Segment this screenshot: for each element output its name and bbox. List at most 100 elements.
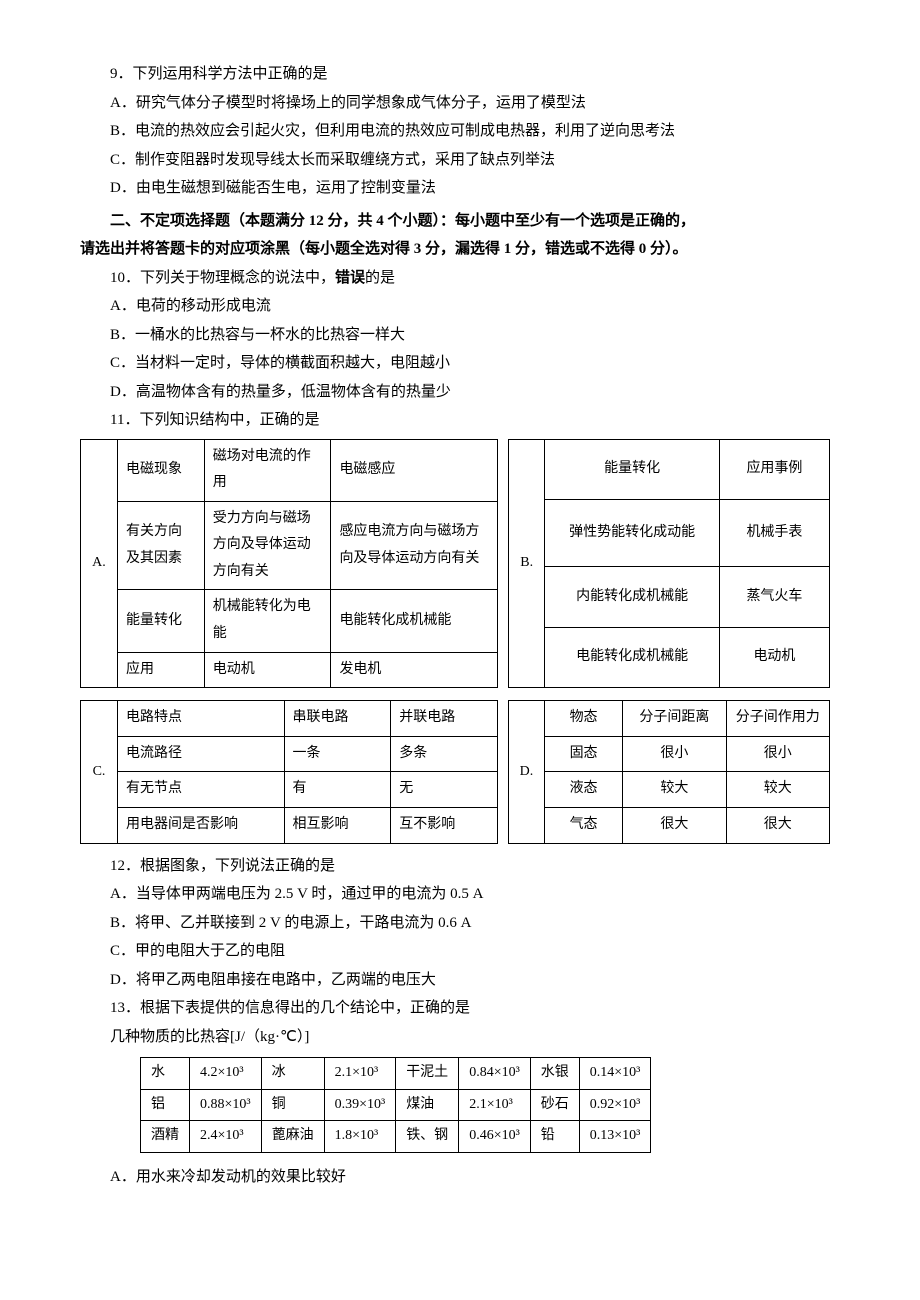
q13-r0c5: 0.84×10³ bbox=[459, 1058, 531, 1090]
q11-c-r1c3: 多条 bbox=[391, 736, 498, 772]
q11-c-r2c2: 有 bbox=[284, 772, 391, 808]
table-row: 水 4.2×10³ 冰 2.1×10³ 干泥土 0.84×10³ 水银 0.14… bbox=[141, 1058, 651, 1090]
q11-c-r2c1: 有无节点 bbox=[117, 772, 284, 808]
q11-c-r1c2: 一条 bbox=[284, 736, 391, 772]
q11-a-r4c2: 电动机 bbox=[204, 652, 331, 688]
q13-stem: 13．根据下表提供的信息得出的几个结论中，正确的是 bbox=[80, 994, 840, 1023]
q9-stem: 9．下列运用科学方法中正确的是 bbox=[80, 60, 840, 89]
q11-b-r3c1: 电能转化成机械能 bbox=[545, 627, 719, 687]
q11-c-h2: 串联电路 bbox=[284, 701, 391, 737]
q12-stem: 12．根据图象，下列说法正确的是 bbox=[80, 852, 840, 881]
q11-stem: 11．下列知识结构中，正确的是 bbox=[80, 406, 840, 435]
q13-r0c0: 水 bbox=[141, 1058, 190, 1090]
q10-stem-b: 的是 bbox=[365, 270, 395, 286]
q11-b-label: B. bbox=[509, 439, 545, 688]
q13-opt-a: A．用水来冷却发动机的效果比较好 bbox=[80, 1163, 840, 1192]
q11-b-r2c1: 内能转化成机械能 bbox=[545, 567, 719, 627]
q11-d-h2: 分子间距离 bbox=[623, 701, 726, 737]
q9-opt-c: C．制作变阻器时发现导线太长而采取缠绕方式，采用了缺点列举法 bbox=[80, 146, 840, 175]
q13-caption: 几种物质的比热容[J/（kg·℃）] bbox=[80, 1023, 840, 1052]
q13-r2c2: 蓖麻油 bbox=[261, 1121, 324, 1153]
q11-d-r2c2: 较大 bbox=[623, 772, 726, 808]
q11-table-a: A. 电磁现象 磁场对电流的作用 电磁感应 有关方向及其因素 受力方向与磁场方向… bbox=[80, 439, 498, 689]
q11-a-r4c3: 发电机 bbox=[331, 652, 498, 688]
q11-c-r1c1: 电流路径 bbox=[117, 736, 284, 772]
q13-r1c7: 0.92×10³ bbox=[579, 1089, 651, 1121]
table-row: 铝 0.88×10³ 铜 0.39×10³ 煤油 2.1×10³ 砂石 0.92… bbox=[141, 1089, 651, 1121]
q11-table-c: C. 电路特点 串联电路 并联电路 电流路径 一条 多条 有无节点 有 无 用电… bbox=[80, 700, 498, 843]
q10-opt-a: A．电荷的移动形成电流 bbox=[80, 292, 840, 321]
q11-a-r3c3: 电能转化成机械能 bbox=[331, 590, 498, 652]
q11-a-r1c1: 电磁现象 bbox=[117, 439, 204, 501]
q11-b-h2: 应用事例 bbox=[719, 439, 829, 499]
q11-d-r1c1: 固态 bbox=[544, 736, 622, 772]
q13-r1c6: 砂石 bbox=[530, 1089, 579, 1121]
q11-d-h3: 分子间作用力 bbox=[726, 701, 829, 737]
q9-opt-d: D．由电生磁想到磁能否生电，运用了控制变量法 bbox=[80, 174, 840, 203]
q10-opt-b: B．一桶水的比热容与一杯水的比热容一样大 bbox=[80, 321, 840, 350]
q13-r2c3: 1.8×10³ bbox=[324, 1121, 396, 1153]
q11-c-label: C. bbox=[81, 701, 118, 843]
q11-b-r1c2: 机械手表 bbox=[719, 499, 829, 567]
q11-d-r1c2: 很小 bbox=[623, 736, 726, 772]
q11-d-r3c2: 很大 bbox=[623, 808, 726, 844]
q11-a-r3c1: 能量转化 bbox=[117, 590, 204, 652]
q10-opt-c: C．当材料一定时，导体的横截面积越大，电阻越小 bbox=[80, 349, 840, 378]
q11-d-h1: 物态 bbox=[544, 701, 622, 737]
q11-row-ab: A. 电磁现象 磁场对电流的作用 电磁感应 有关方向及其因素 受力方向与磁场方向… bbox=[80, 435, 840, 691]
q11-c-h1: 电路特点 bbox=[117, 701, 284, 737]
q13-r2c7: 0.13×10³ bbox=[579, 1121, 651, 1153]
q13-r1c1: 0.88×10³ bbox=[190, 1089, 262, 1121]
q12-opt-d: D．将甲乙两电阻串接在电路中，乙两端的电压大 bbox=[80, 966, 840, 995]
q11-b-r3c2: 电动机 bbox=[719, 627, 829, 687]
q11-d-r2c1: 液态 bbox=[544, 772, 622, 808]
q11-a-r2c1: 有关方向及其因素 bbox=[117, 501, 204, 590]
q10-opt-d: D．高温物体含有的热量多，低温物体含有的热量少 bbox=[80, 378, 840, 407]
q11-a-r3c2: 机械能转化为电能 bbox=[204, 590, 331, 652]
q11-c-h3: 并联电路 bbox=[391, 701, 498, 737]
q11-c-r3c1: 用电器间是否影响 bbox=[117, 808, 284, 844]
q11-table-b: B. 能量转化 应用事例 弹性势能转化成动能 机械手表 内能转化成机械能 蒸气火… bbox=[508, 439, 830, 689]
q11-d-r3c1: 气态 bbox=[544, 808, 622, 844]
q13-r1c4: 煤油 bbox=[396, 1089, 459, 1121]
q12-opt-a: A．当导体甲两端电压为 2.5 V 时，通过甲的电流为 0.5 A bbox=[80, 880, 840, 909]
q11-a-r2c3: 感应电流方向与磁场方向及导体运动方向有关 bbox=[331, 501, 498, 590]
q11-a-r1c2: 磁场对电流的作用 bbox=[204, 439, 331, 501]
q13-r0c3: 2.1×10³ bbox=[324, 1058, 396, 1090]
q11-d-r1c3: 很小 bbox=[726, 736, 829, 772]
q13-r0c1: 4.2×10³ bbox=[190, 1058, 262, 1090]
q11-row-cd: C. 电路特点 串联电路 并联电路 电流路径 一条 多条 有无节点 有 无 用电… bbox=[80, 696, 840, 845]
table-row: 酒精 2.4×10³ 蓖麻油 1.8×10³ 铁、钢 0.46×10³ 铅 0.… bbox=[141, 1121, 651, 1153]
q11-a-label: A. bbox=[81, 439, 118, 688]
q11-b-r2c2: 蒸气火车 bbox=[719, 567, 829, 627]
q13-r2c1: 2.4×10³ bbox=[190, 1121, 262, 1153]
q11-d-r2c3: 较大 bbox=[726, 772, 829, 808]
q12-opt-c: C．甲的电阻大于乙的电阻 bbox=[80, 937, 840, 966]
q9-opt-a: A．研究气体分子模型时将操场上的同学想象成气体分子，运用了模型法 bbox=[80, 89, 840, 118]
q13-r1c3: 0.39×10³ bbox=[324, 1089, 396, 1121]
q13-r2c4: 铁、钢 bbox=[396, 1121, 459, 1153]
q11-d-label: D. bbox=[509, 701, 545, 843]
q9-opt-b: B．电流的热效应会引起火灾，但利用电流的热效应可制成电热器，利用了逆向思考法 bbox=[80, 117, 840, 146]
q11-table-d: D. 物态 分子间距离 分子间作用力 固态 很小 很小 液态 较大 较大 气态 … bbox=[508, 700, 830, 843]
q12-opt-b: B．将甲、乙并联接到 2 V 的电源上，干路电流为 0.6 A bbox=[80, 909, 840, 938]
q13-r1c2: 铜 bbox=[261, 1089, 324, 1121]
q13-r0c7: 0.14×10³ bbox=[579, 1058, 651, 1090]
q11-a-r4c1: 应用 bbox=[117, 652, 204, 688]
q13-r1c5: 2.1×10³ bbox=[459, 1089, 531, 1121]
section2-heading-line1: 二、不定项选择题（本题满分 12 分，共 4 个小题）：每小题中至少有一个选项是… bbox=[80, 207, 840, 236]
q11-d-r3c3: 很大 bbox=[726, 808, 829, 844]
q13-r1c0: 铝 bbox=[141, 1089, 190, 1121]
q11-a-r1c3: 电磁感应 bbox=[331, 439, 498, 501]
q11-c-r3c2: 相互影响 bbox=[284, 808, 391, 844]
q11-c-r3c3: 互不影响 bbox=[391, 808, 498, 844]
q11-a-r2c2: 受力方向与磁场方向及导体运动方向有关 bbox=[204, 501, 331, 590]
q13-r2c6: 铅 bbox=[530, 1121, 579, 1153]
q13-table: 水 4.2×10³ 冰 2.1×10³ 干泥土 0.84×10³ 水银 0.14… bbox=[140, 1057, 651, 1153]
q13-r2c5: 0.46×10³ bbox=[459, 1121, 531, 1153]
q10-stem-a: 10．下列关于物理概念的说法中， bbox=[110, 270, 335, 286]
q11-c-r2c3: 无 bbox=[391, 772, 498, 808]
q13-r0c4: 干泥土 bbox=[396, 1058, 459, 1090]
q10-stem: 10．下列关于物理概念的说法中，错误的是 bbox=[80, 264, 840, 293]
q13-r2c0: 酒精 bbox=[141, 1121, 190, 1153]
